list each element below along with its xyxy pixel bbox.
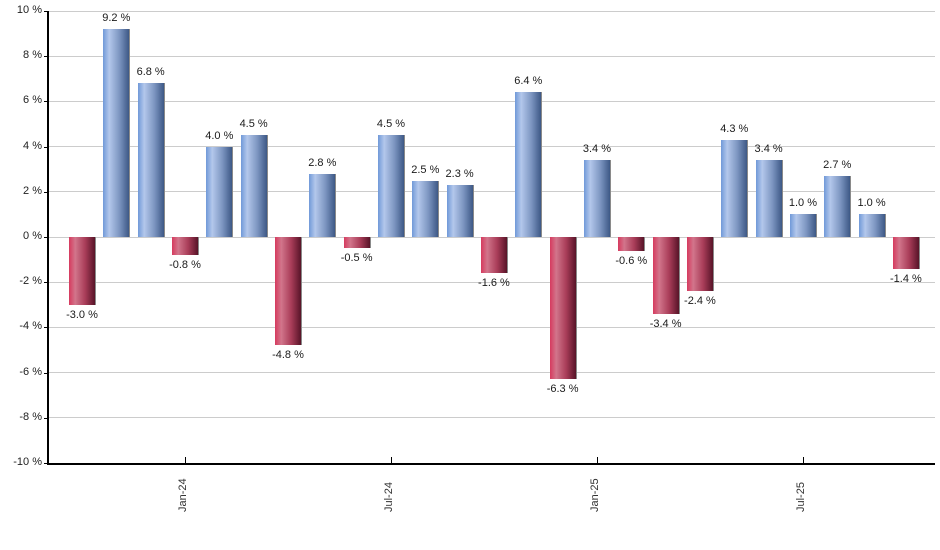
y-axis-tick-label: -6 %: [19, 365, 42, 378]
y-axis-tick-label: 0 %: [23, 230, 42, 242]
positive-bar[interactable]: [240, 135, 268, 237]
bar-value-label: 6.4 %: [514, 75, 543, 88]
y-axis-tick-label: 4 %: [23, 139, 42, 152]
gridline: [49, 326, 935, 328]
bar-value-label: -0.5 %: [340, 252, 373, 265]
x-axis-tick: [184, 457, 186, 463]
bar-value-label: -1.6 %: [478, 277, 510, 290]
bar-value-label: -0.6 %: [615, 254, 648, 267]
bar-value-label: -4.8 %: [272, 349, 304, 362]
bar-value-label: -1.4 %: [890, 272, 922, 285]
x-axis-tick-label: Jan-25: [588, 478, 601, 512]
positive-bar[interactable]: [824, 175, 852, 237]
bar-value-label: 4.3 %: [720, 122, 749, 135]
y-axis-tick-label: -8 %: [19, 410, 42, 423]
bar-value-label: 6.8 %: [136, 66, 165, 79]
negative-bar[interactable]: [274, 237, 302, 346]
y-axis-tick: [44, 11, 49, 12]
x-axis-tick-label: Jul-25: [794, 482, 807, 512]
negative-bar[interactable]: [171, 237, 199, 256]
y-axis-tick-label: 2 %: [23, 184, 42, 197]
bar-value-label: 4.5 %: [239, 118, 268, 131]
bar-value-label: 4.0 %: [205, 129, 234, 142]
y-axis-tick-label: 10 %: [16, 4, 42, 16]
gridline: [49, 417, 935, 419]
y-axis-tick-label: -2 %: [19, 275, 42, 288]
positive-bar[interactable]: [583, 160, 611, 237]
bar-value-label: 2.3 %: [445, 168, 474, 181]
bar-value-label: -2.4 %: [684, 295, 716, 308]
negative-bar[interactable]: [69, 237, 96, 305]
bar-value-label: -3.0 %: [66, 308, 98, 321]
y-axis-tick: [44, 282, 49, 284]
x-axis-tick: [802, 457, 804, 463]
positive-bar[interactable]: [412, 180, 440, 237]
negative-bar[interactable]: [686, 237, 714, 292]
x-axis-line: [47, 463, 935, 465]
bar-value-label: -6.3 %: [546, 383, 579, 396]
positive-bar[interactable]: [446, 185, 474, 237]
positive-bar[interactable]: [377, 135, 405, 237]
y-axis-tick: [44, 101, 49, 103]
positive-bar[interactable]: [137, 83, 165, 237]
positive-bar[interactable]: [858, 214, 886, 237]
positive-bar[interactable]: [789, 214, 817, 237]
positive-bar[interactable]: [309, 173, 337, 237]
gridline: [49, 55, 935, 57]
y-axis-tick-label: 8 %: [23, 49, 42, 62]
gridline: [49, 372, 935, 374]
bar-value-label: 2.5 %: [411, 163, 440, 176]
bar-value-label: 1.0 %: [788, 197, 817, 210]
negative-bar[interactable]: [652, 237, 680, 314]
y-axis-tick: [44, 327, 49, 329]
gridline: [49, 281, 935, 283]
y-axis-line: [47, 11, 49, 465]
y-axis-tick-label: -10 %: [13, 456, 42, 468]
y-axis-tick: [44, 191, 49, 193]
bar-value-label: 1.0 %: [857, 197, 886, 210]
y-axis-tick: [44, 463, 49, 464]
bar-value-label: 3.4 %: [582, 143, 611, 156]
positive-bar[interactable]: [721, 139, 749, 237]
gridline: [49, 100, 935, 102]
negative-bar[interactable]: [343, 237, 371, 249]
x-axis-tick-label: Jul-24: [382, 482, 395, 512]
positive-bar[interactable]: [515, 92, 543, 237]
bar-value-label: 2.8 %: [308, 156, 337, 169]
x-axis-tick: [390, 457, 392, 463]
bar-value-label: 3.4 %: [754, 143, 783, 156]
negative-bar[interactable]: [618, 237, 646, 251]
y-axis-tick-label: 6 %: [23, 94, 42, 107]
y-axis-tick: [44, 56, 49, 58]
positive-bar[interactable]: [755, 160, 783, 237]
bar-value-label: 2.7 %: [823, 158, 852, 171]
negative-bar[interactable]: [549, 237, 577, 380]
y-axis-tick: [44, 372, 49, 374]
x-axis-tick: [596, 457, 598, 463]
y-axis-tick: [44, 417, 49, 419]
gridline: [49, 191, 935, 193]
bar-value-label: 9.2 %: [102, 12, 131, 25]
gridline: [49, 146, 935, 148]
bar-value-label: -3.4 %: [649, 317, 682, 330]
positive-bar[interactable]: [103, 29, 131, 237]
bar-value-label: 4.5 %: [376, 118, 406, 131]
x-axis-tick-label: Jan-24: [176, 478, 189, 512]
negative-bar[interactable]: [480, 237, 508, 274]
positive-bar[interactable]: [206, 146, 234, 237]
negative-bar[interactable]: [892, 237, 920, 269]
y-axis-tick: [44, 237, 49, 238]
y-axis-tick: [44, 146, 49, 148]
y-axis-tick-label: -4 %: [19, 320, 42, 333]
bar-value-label: -0.8 %: [169, 259, 201, 272]
gridline: [49, 10, 935, 12]
